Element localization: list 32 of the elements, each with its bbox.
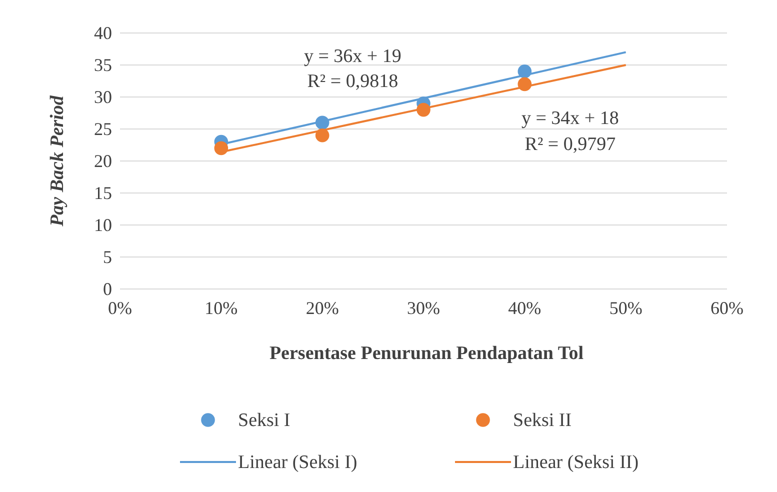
y-tick-label: 25 bbox=[94, 118, 112, 139]
y-tick-label: 35 bbox=[94, 54, 112, 75]
legend-label: Seksi II bbox=[513, 410, 572, 431]
y-tick-label: 30 bbox=[94, 86, 112, 107]
x-tick-label: 60% bbox=[710, 298, 744, 318]
point bbox=[518, 77, 532, 92]
y-tick-label: 10 bbox=[94, 214, 112, 235]
y-tick-label: 5 bbox=[103, 246, 112, 267]
annotation: y = 36x + 19 bbox=[304, 46, 402, 67]
point bbox=[214, 141, 228, 156]
y-axis-title: Pay Back Period bbox=[47, 95, 68, 228]
point bbox=[315, 116, 330, 130]
x-axis-title: Persentase Penurunan Pendapatan Tol bbox=[269, 343, 584, 364]
point bbox=[315, 128, 330, 142]
x-tick-label: 30% bbox=[407, 298, 440, 318]
legend-label: Linear (Seksi II) bbox=[513, 452, 639, 473]
y-tick-label: 20 bbox=[94, 150, 112, 171]
y-tick-label: 15 bbox=[94, 182, 112, 203]
legend-label: Linear (Seksi I) bbox=[238, 452, 358, 473]
x-tick-label: 10% bbox=[204, 298, 238, 318]
legend-label: Seksi I bbox=[238, 410, 290, 431]
x-tick-label: 0% bbox=[108, 298, 132, 318]
point bbox=[416, 102, 430, 117]
y-tick-label: 40 bbox=[94, 22, 112, 43]
x-tick-label: 50% bbox=[609, 298, 642, 318]
annotation: y = 34x + 18 bbox=[521, 108, 619, 129]
point bbox=[518, 64, 532, 78]
annotation: R² = 0,9797 bbox=[524, 134, 616, 155]
annotation: R² = 0,9818 bbox=[307, 71, 398, 92]
x-tick-label: 40% bbox=[508, 298, 542, 318]
x-tick-label: 20% bbox=[306, 298, 339, 318]
y-tick-label: 0 bbox=[103, 278, 112, 299]
